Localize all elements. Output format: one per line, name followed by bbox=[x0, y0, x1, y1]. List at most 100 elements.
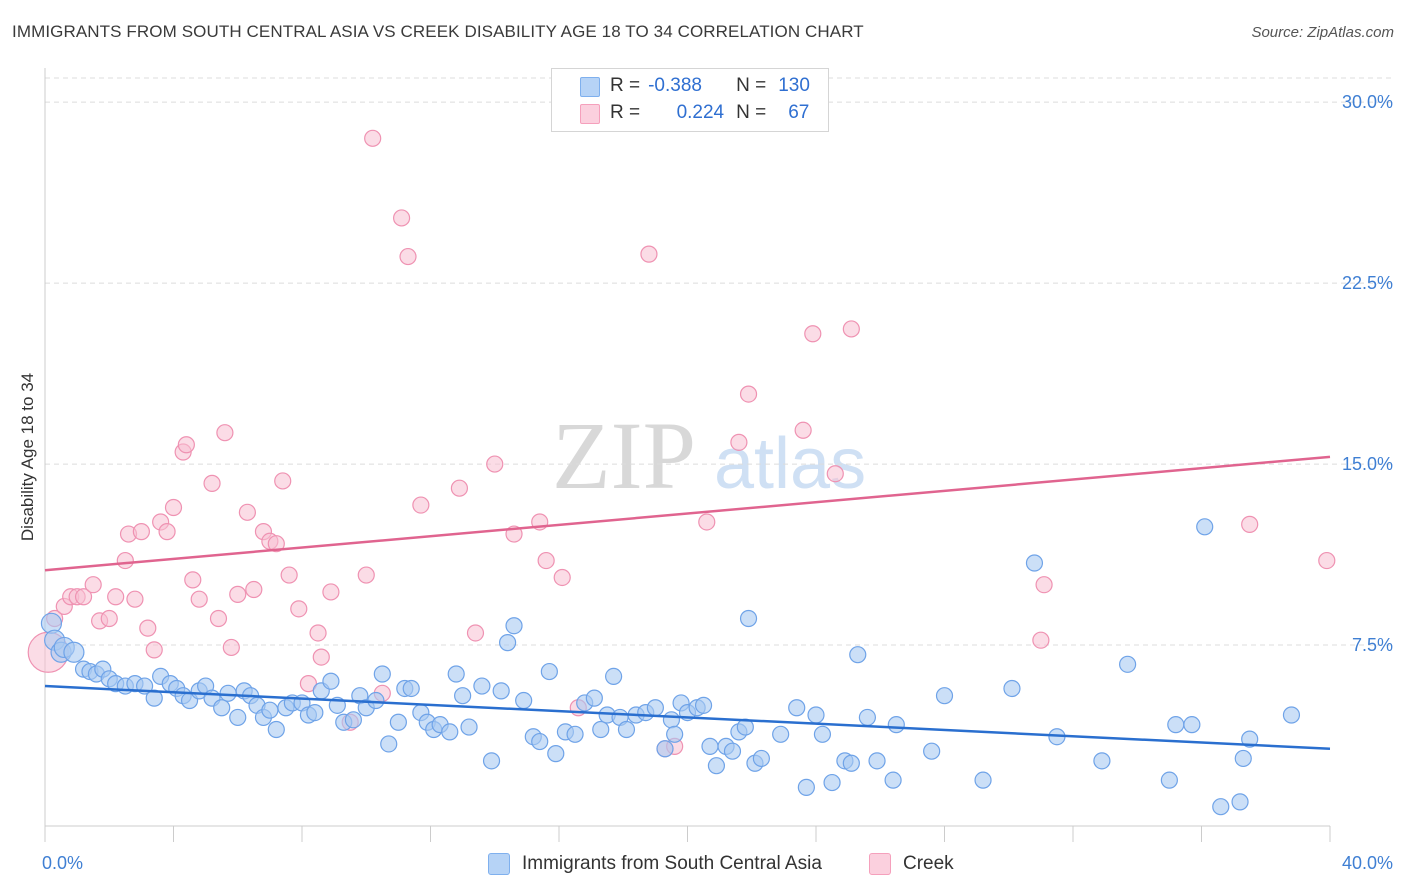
legend-row-pink: R = 0.224 N = 67 bbox=[610, 101, 809, 125]
y-tick-label: 22.5% bbox=[1342, 273, 1393, 293]
y-tick-label: 7.5% bbox=[1352, 635, 1393, 655]
creek-point bbox=[126, 590, 144, 608]
immigrant-point bbox=[923, 742, 941, 760]
immigrant-point bbox=[592, 720, 610, 739]
x-tick-label: 0.0% bbox=[42, 853, 83, 873]
immigrant-point bbox=[219, 684, 237, 702]
immigrant-point bbox=[402, 679, 420, 698]
immigrant-point bbox=[229, 708, 247, 727]
immigrant-point bbox=[656, 740, 674, 758]
immigrant-point bbox=[145, 689, 163, 707]
legend-n-label: N = bbox=[736, 75, 767, 96]
legend-r-label: R = bbox=[610, 102, 641, 123]
creek-point bbox=[450, 479, 469, 497]
creek-point bbox=[794, 421, 812, 439]
immigrant-point bbox=[752, 749, 770, 768]
immigrant-point bbox=[267, 720, 285, 739]
immigrant-point bbox=[492, 682, 510, 700]
immigrant-point bbox=[515, 691, 533, 710]
creek-point bbox=[209, 609, 228, 628]
immigrant-point bbox=[887, 716, 905, 734]
series-label-blue: Immigrants from South Central Asia bbox=[522, 853, 822, 874]
legend-n-value: 67 bbox=[788, 102, 810, 123]
immigrant-point bbox=[1212, 798, 1230, 816]
immigrant-point bbox=[1241, 730, 1259, 748]
immigrant-point bbox=[460, 718, 478, 736]
immigrant-point bbox=[1093, 752, 1111, 770]
creek-point bbox=[826, 465, 844, 483]
creek-point bbox=[267, 535, 285, 553]
creek-point bbox=[392, 209, 411, 227]
immigrant-point bbox=[261, 701, 279, 719]
legend-r-label: R = bbox=[610, 75, 641, 96]
creek-point bbox=[698, 513, 716, 531]
x-tick-label: 40.0% bbox=[1342, 853, 1393, 873]
legend-row-blue: R = -0.388 N = 130 bbox=[610, 74, 810, 98]
creek-point bbox=[274, 472, 292, 490]
immigrant-point bbox=[213, 699, 231, 717]
creek-point bbox=[322, 583, 340, 601]
creek-point bbox=[1032, 631, 1050, 649]
creek-point bbox=[312, 648, 330, 666]
creek-point bbox=[290, 600, 308, 618]
immigrant-point bbox=[454, 687, 472, 705]
series-swatch-pink bbox=[869, 853, 891, 875]
immigrant-point bbox=[813, 725, 832, 743]
creek-point bbox=[216, 424, 234, 442]
immigrant-point bbox=[849, 646, 867, 664]
y-axis-title: Disability Age 18 to 34 bbox=[18, 373, 37, 541]
creek-point bbox=[299, 675, 318, 693]
immigrant-point bbox=[701, 737, 719, 755]
creek-point bbox=[309, 624, 327, 642]
creek-point bbox=[1241, 515, 1259, 533]
creek-point bbox=[190, 590, 208, 608]
immigrant-point bbox=[772, 725, 790, 743]
immigrant-point bbox=[1003, 679, 1021, 698]
immigrant-point bbox=[482, 752, 501, 770]
immigrant-point bbox=[807, 706, 825, 724]
immigrant-point bbox=[63, 641, 85, 663]
immigrant-point bbox=[1231, 793, 1249, 811]
immigrant-point bbox=[344, 711, 362, 729]
immigrant-point bbox=[585, 689, 603, 707]
series-label-pink: Creek bbox=[903, 853, 954, 874]
creek-point bbox=[100, 609, 118, 628]
immigrant-point bbox=[373, 665, 391, 683]
watermark-zip: ZIP bbox=[552, 402, 696, 509]
creek-point bbox=[399, 247, 417, 266]
creek-point bbox=[842, 320, 860, 338]
immigrant-point bbox=[723, 742, 742, 760]
immigrant-trend-line bbox=[44, 684, 1331, 751]
creek-point bbox=[553, 568, 571, 587]
y-tick-label: 15.0% bbox=[1342, 454, 1393, 474]
creek-point bbox=[184, 571, 202, 589]
immigrant-point bbox=[842, 754, 860, 772]
creek-point bbox=[1035, 576, 1053, 594]
immigrant-point bbox=[868, 752, 886, 770]
creek-point bbox=[466, 624, 485, 642]
immigrant-point bbox=[858, 708, 877, 727]
y-tick-label: 30.0% bbox=[1342, 92, 1393, 112]
creek-trend-line bbox=[44, 455, 1331, 572]
creek-point bbox=[107, 588, 125, 606]
immigrant-point bbox=[531, 732, 549, 751]
creek-point bbox=[158, 523, 176, 541]
immigrant-point bbox=[1160, 771, 1178, 789]
immigrant-point bbox=[367, 691, 385, 710]
immigrant-point bbox=[322, 672, 340, 690]
immigrant-point bbox=[605, 667, 623, 686]
immigrant-point bbox=[1025, 554, 1044, 572]
creek-point bbox=[177, 436, 195, 454]
creek-point bbox=[486, 455, 504, 473]
legend-r-value: -0.388 bbox=[648, 75, 702, 96]
immigrant-point bbox=[797, 778, 815, 796]
creek-point bbox=[229, 585, 247, 603]
creek-point bbox=[84, 576, 102, 594]
creek-point bbox=[132, 523, 150, 541]
immigrant-point bbox=[1234, 749, 1252, 768]
creek-point bbox=[139, 619, 157, 637]
creek-point bbox=[739, 385, 758, 403]
legend-swatch-blue bbox=[580, 77, 600, 97]
immigrant-point bbox=[505, 617, 523, 635]
